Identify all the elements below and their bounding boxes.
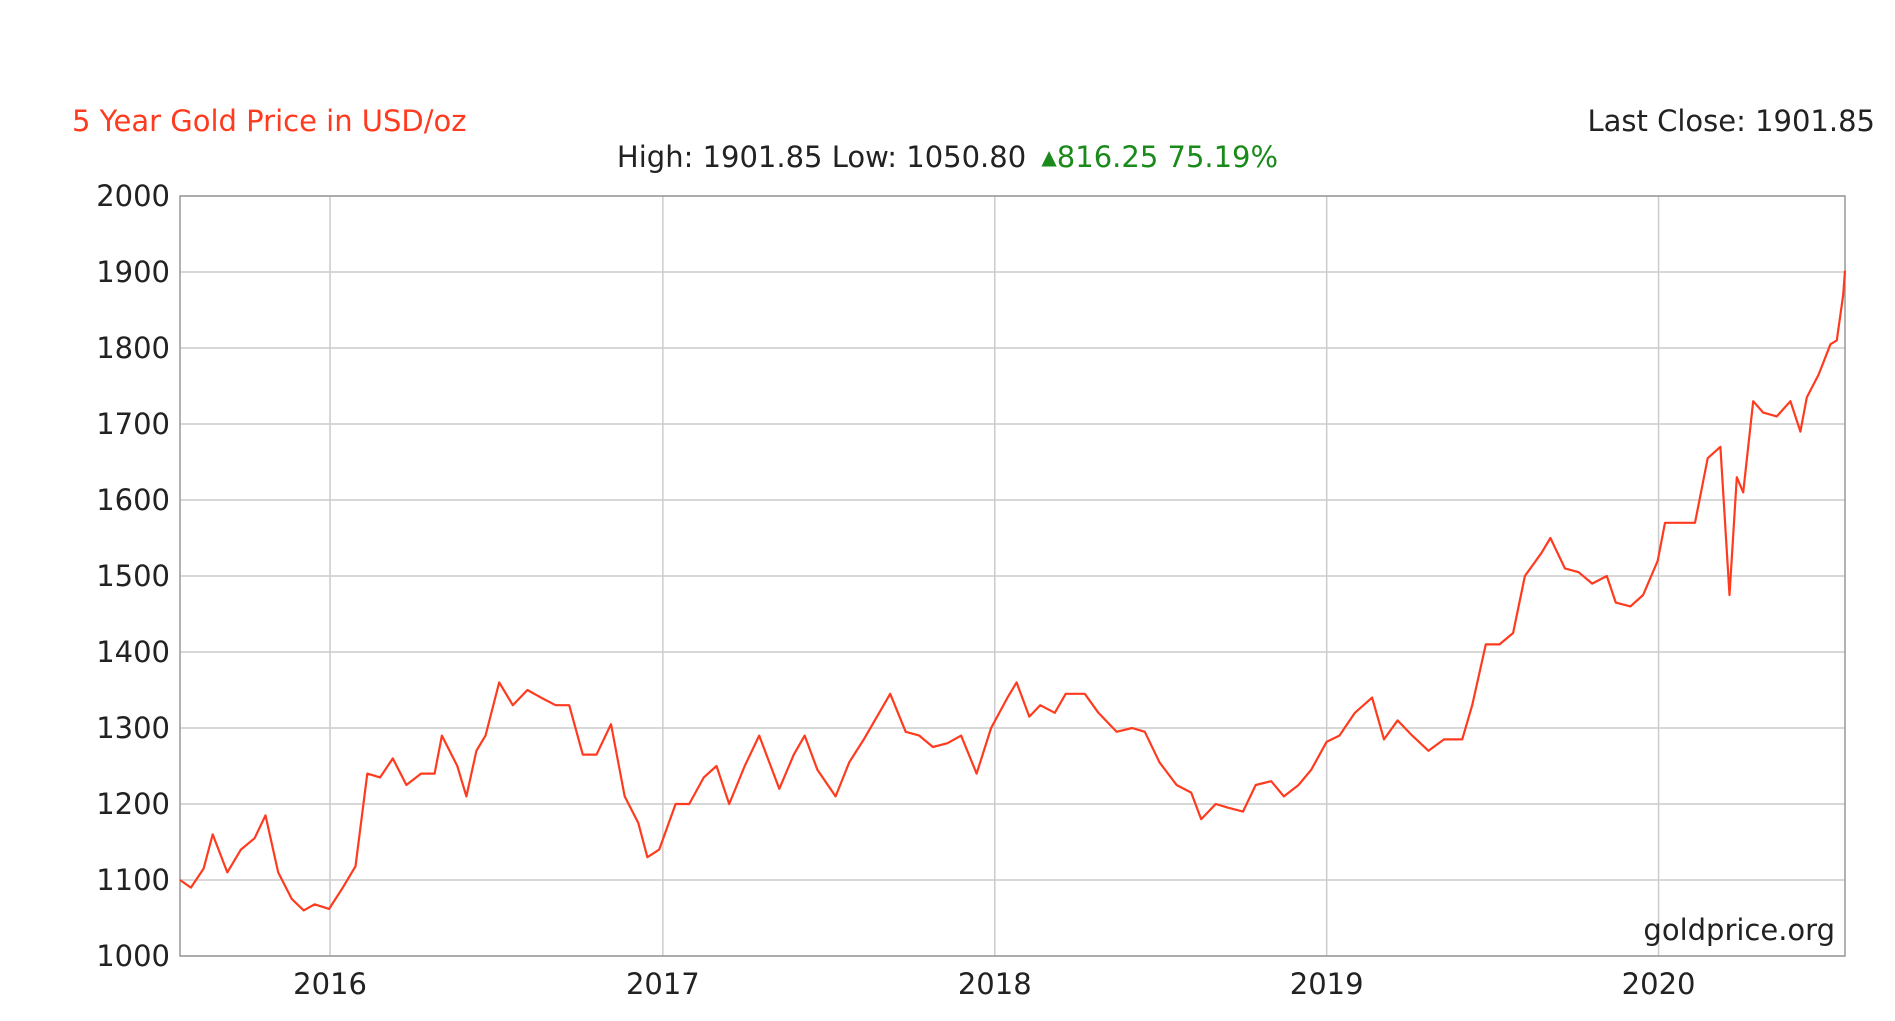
price-change: 816.25 75.19% xyxy=(1056,140,1279,174)
y-tick-label: 1400 xyxy=(96,635,170,669)
last-close: Last Close: 1901.85 xyxy=(1587,104,1875,138)
y-tick-label: 1800 xyxy=(96,331,170,365)
watermark: goldprice.org xyxy=(1643,913,1835,947)
low-value: 1050.80 xyxy=(906,140,1027,174)
low-label: Low: xyxy=(831,140,898,174)
y-tick-label: 1100 xyxy=(96,863,170,897)
x-tick-label: 2017 xyxy=(626,967,700,1001)
x-tick-label: 2020 xyxy=(1622,967,1696,1001)
y-axis-ticks: 1000 1100 1200 1300 1400 1500 1600 1700 1800 1900… xyxy=(96,179,170,973)
y-tick-label: 1600 xyxy=(96,483,170,517)
x-tick-label: 2019 xyxy=(1290,967,1364,1001)
y-tick-label: 1700 xyxy=(96,407,170,441)
price-stats: High: 1901.85 Low: 1050.80 ▲816.25 75.19… xyxy=(0,140,1895,174)
y-tick-label: 1000 xyxy=(96,939,170,973)
y-tick-label: 2000 xyxy=(96,179,170,213)
high-value: 1901.85 xyxy=(702,140,823,174)
y-tick-label: 1500 xyxy=(96,559,170,593)
high-label: High: xyxy=(616,140,694,174)
gold-price-line xyxy=(179,270,1847,912)
x-tick-label: 2018 xyxy=(958,967,1032,1001)
x-axis-ticks: 2016 2017 2018 2019 2020 xyxy=(293,967,1695,1001)
grid-lines xyxy=(180,195,1845,957)
x-tick-label: 2016 xyxy=(293,967,367,1001)
up-arrow-icon: ▲ xyxy=(1041,145,1057,169)
plot-frame xyxy=(179,195,1846,957)
chart-title: 5 Year Gold Price in USD/oz xyxy=(72,104,467,138)
y-tick-label: 1300 xyxy=(96,711,170,745)
y-tick-label: 1200 xyxy=(96,787,170,821)
y-tick-label: 1900 xyxy=(96,255,170,289)
